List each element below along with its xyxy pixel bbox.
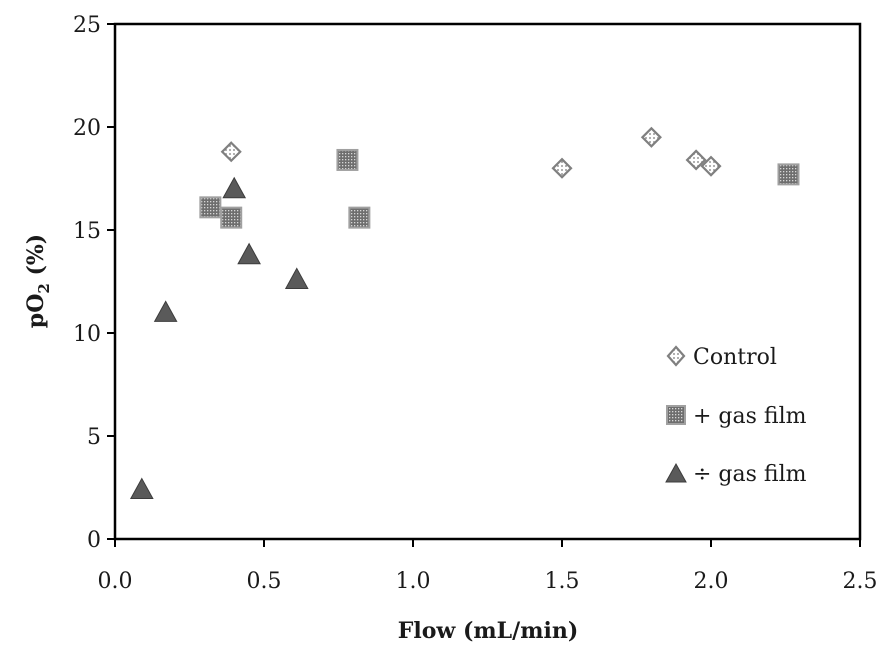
x-tick-label: 1.0 <box>396 569 431 594</box>
y-axis-title-subscript: 2 <box>35 283 53 293</box>
y-axis-ticks: 0 5 10 15 20 25 <box>73 13 115 553</box>
control-point <box>685 149 707 171</box>
no-gas-film-point <box>129 477 154 500</box>
x-axis-title: Flow (mL/min) <box>398 618 578 644</box>
y-axis-title: pO2 (%) <box>23 234 53 328</box>
y-tick-label: 0 <box>87 528 101 553</box>
x-tick-label: 1.5 <box>545 569 580 594</box>
y-tick-label: 20 <box>73 116 101 141</box>
legend-gas-film-label: + gas film <box>693 404 807 429</box>
gas-film-point <box>348 206 371 229</box>
legend-gas-film-marker <box>666 405 686 425</box>
y-tick-label: 5 <box>87 425 101 450</box>
x-tick-label: 0.5 <box>247 569 282 594</box>
gas-film-point <box>220 206 243 229</box>
legend: Control + gas film ÷ gas film <box>665 345 807 487</box>
no-gas-film-point <box>222 176 247 199</box>
gas-film-point <box>199 196 222 219</box>
legend-item-gas-film: + gas film <box>666 404 807 429</box>
x-tick-label: 2.5 <box>843 569 878 594</box>
gas-film-point <box>777 163 800 186</box>
data-markers <box>129 126 800 500</box>
control-point <box>700 155 722 177</box>
legend-control-label: Control <box>693 345 777 370</box>
no-gas-film-point <box>153 300 178 322</box>
x-tick-label: 2.0 <box>694 569 729 594</box>
y-tick-label: 10 <box>73 322 101 347</box>
legend-control-marker <box>666 345 686 367</box>
legend-no-gas-film-marker <box>665 462 687 483</box>
y-tick-label: 15 <box>73 219 101 244</box>
plot-area <box>113 22 862 541</box>
control-point <box>551 157 573 179</box>
gas-film-point <box>336 148 359 171</box>
x-tick-label: 0.0 <box>98 569 133 594</box>
legend-no-gas-film-label: ÷ gas film <box>693 462 807 487</box>
control-point <box>640 126 662 148</box>
control-point <box>220 141 242 163</box>
legend-item-control: Control <box>666 345 777 370</box>
y-axis-title-tail: (%) <box>23 234 49 283</box>
no-gas-film-point <box>284 267 309 289</box>
x-axis-ticks: 0.0 0.5 1.0 1.5 2.0 2.5 <box>98 539 878 594</box>
no-gas-film-point <box>237 242 261 265</box>
y-tick-label: 25 <box>73 13 101 38</box>
legend-item-no-gas-film: ÷ gas film <box>665 462 807 487</box>
